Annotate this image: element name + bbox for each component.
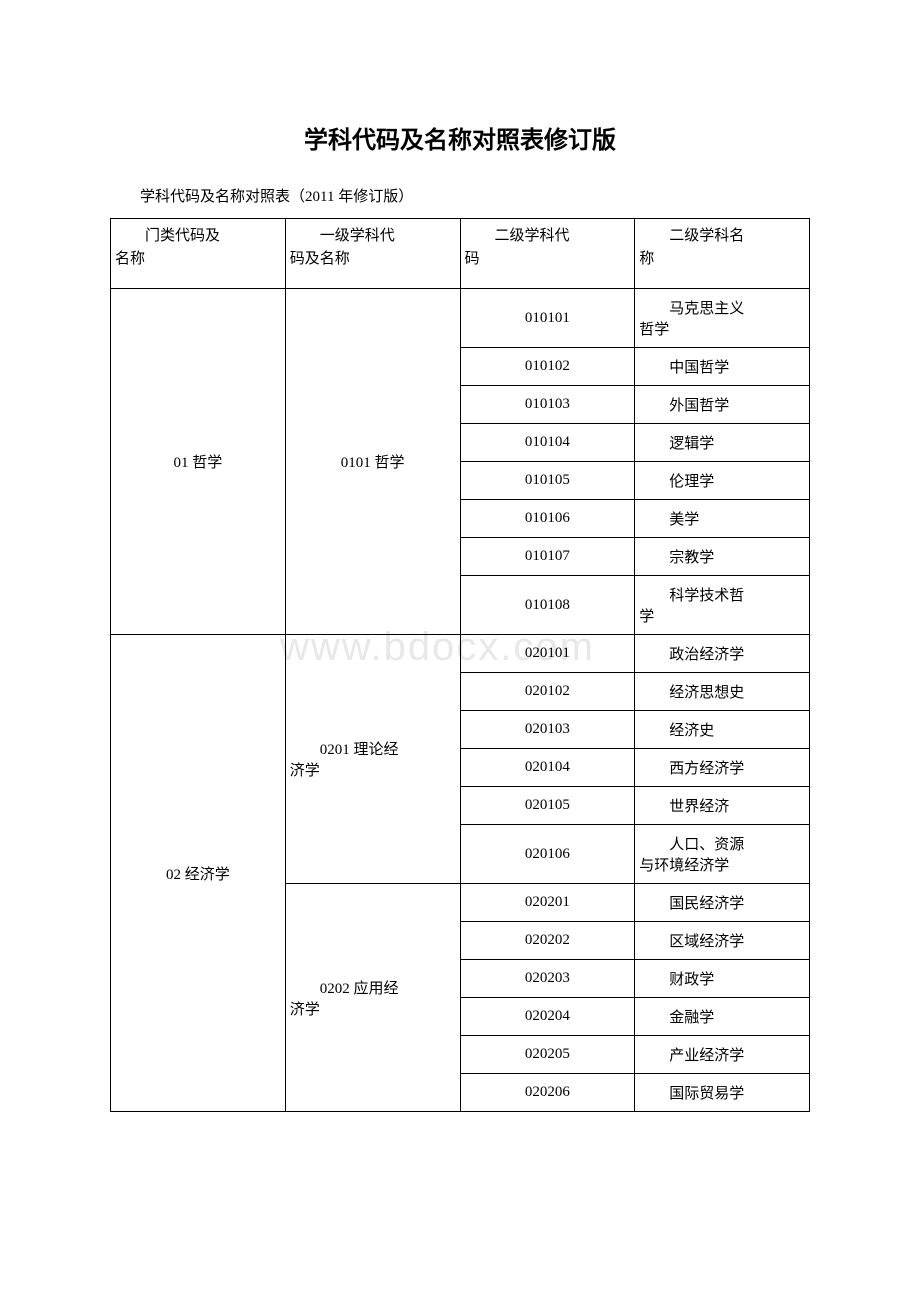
category-cell: 01 哲学 (111, 289, 286, 635)
page-title: 学科代码及名称对照表修订版 (110, 120, 810, 155)
subject-table: 门类代码及名称 一级学科代码及名称 二级学科代码 二级学科名称 01 哲学010… (110, 218, 810, 1112)
name-cell: 产业经济学 (635, 1036, 810, 1074)
name-cell: 宗教学 (635, 538, 810, 576)
name-cell: 外国哲学 (635, 386, 810, 424)
code-cell: 010104 (460, 424, 635, 462)
code-cell: 020102 (460, 673, 635, 711)
page-wrap: www.bdocx.com 学科代码及名称对照表修订版 学科代码及名称对照表（2… (110, 120, 810, 1112)
name-cell: 马克思主义哲学 (635, 289, 810, 348)
subcategory-cell: 0201 理论经济学 (285, 635, 460, 884)
code-cell: 020204 (460, 998, 635, 1036)
code-cell: 010107 (460, 538, 635, 576)
name-cell: 科学技术哲学 (635, 576, 810, 635)
name-cell: 逻辑学 (635, 424, 810, 462)
table-header-row: 门类代码及名称 一级学科代码及名称 二级学科代码 二级学科名称 (111, 219, 810, 289)
code-cell: 010103 (460, 386, 635, 424)
name-cell: 政治经济学 (635, 635, 810, 673)
name-cell: 区域经济学 (635, 922, 810, 960)
table-row: 01 哲学0101 哲学010101马克思主义哲学 (111, 289, 810, 348)
code-cell: 020101 (460, 635, 635, 673)
subcategory-cell: 0101 哲学 (285, 289, 460, 635)
header-col3: 二级学科代码 (460, 219, 635, 289)
subcategory-cell: 0202 应用经济学 (285, 884, 460, 1112)
code-cell: 020202 (460, 922, 635, 960)
subtitle: 学科代码及名称对照表（2011 年修订版） (110, 185, 810, 206)
name-cell: 经济思想史 (635, 673, 810, 711)
name-cell: 金融学 (635, 998, 810, 1036)
code-cell: 010105 (460, 462, 635, 500)
name-cell: 国际贸易学 (635, 1074, 810, 1112)
header-col2: 一级学科代码及名称 (285, 219, 460, 289)
table-row: 02 经济学0201 理论经济学020101政治经济学 (111, 635, 810, 673)
code-cell: 020104 (460, 749, 635, 787)
name-cell: 国民经济学 (635, 884, 810, 922)
code-cell: 020201 (460, 884, 635, 922)
name-cell: 经济史 (635, 711, 810, 749)
code-cell: 010101 (460, 289, 635, 348)
code-cell: 020206 (460, 1074, 635, 1112)
code-cell: 020203 (460, 960, 635, 998)
name-cell: 西方经济学 (635, 749, 810, 787)
code-cell: 010108 (460, 576, 635, 635)
code-cell: 020106 (460, 825, 635, 884)
name-cell: 伦理学 (635, 462, 810, 500)
name-cell: 美学 (635, 500, 810, 538)
name-cell: 财政学 (635, 960, 810, 998)
table-body: 门类代码及名称 一级学科代码及名称 二级学科代码 二级学科名称 01 哲学010… (111, 219, 810, 1112)
header-col1: 门类代码及名称 (111, 219, 286, 289)
code-cell: 010106 (460, 500, 635, 538)
name-cell: 人口、资源与环境经济学 (635, 825, 810, 884)
name-cell: 中国哲学 (635, 348, 810, 386)
header-col4: 二级学科名称 (635, 219, 810, 289)
code-cell: 010102 (460, 348, 635, 386)
code-cell: 020103 (460, 711, 635, 749)
code-cell: 020205 (460, 1036, 635, 1074)
name-cell: 世界经济 (635, 787, 810, 825)
category-cell: 02 经济学 (111, 635, 286, 1112)
code-cell: 020105 (460, 787, 635, 825)
